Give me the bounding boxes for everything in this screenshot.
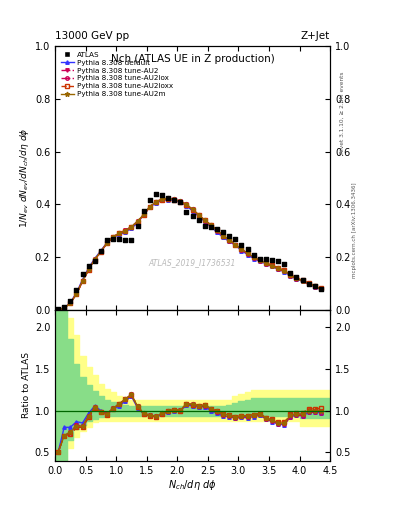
Point bbox=[189, 212, 196, 220]
Point bbox=[159, 191, 165, 199]
Point bbox=[116, 234, 122, 243]
Legend: ATLAS, Pythia 8.308 default, Pythia 8.308 tune-AU2, Pythia 8.308 tune-AU2lox, Py: ATLAS, Pythia 8.308 default, Pythia 8.30… bbox=[59, 50, 176, 99]
Point bbox=[128, 236, 134, 244]
Point bbox=[269, 256, 275, 264]
Point bbox=[232, 234, 239, 243]
Text: Nch (ATLAS UE in Z production): Nch (ATLAS UE in Z production) bbox=[111, 54, 274, 64]
Text: Rivet 3.1.10, ≥ 2.8M events: Rivet 3.1.10, ≥ 2.8M events bbox=[340, 71, 345, 154]
Point bbox=[165, 194, 171, 202]
Point bbox=[196, 216, 202, 224]
Point bbox=[73, 286, 79, 294]
Point bbox=[183, 208, 189, 217]
Point bbox=[318, 285, 324, 293]
X-axis label: $N_{ch}/d\eta\ d\phi$: $N_{ch}/d\eta\ d\phi$ bbox=[168, 478, 217, 493]
Point bbox=[177, 198, 184, 206]
Point bbox=[306, 280, 312, 288]
Point bbox=[238, 241, 244, 249]
Point bbox=[147, 197, 153, 205]
Text: mcplots.cern.ch [arXiv:1306.3436]: mcplots.cern.ch [arXiv:1306.3436] bbox=[352, 183, 357, 278]
Point bbox=[67, 296, 73, 305]
Point bbox=[55, 305, 61, 313]
Point bbox=[92, 257, 98, 265]
Y-axis label: Ratio to ATLAS: Ratio to ATLAS bbox=[22, 352, 31, 418]
Point bbox=[141, 207, 147, 215]
Point bbox=[98, 246, 104, 254]
Text: Z+Jet: Z+Jet bbox=[301, 31, 330, 41]
Point bbox=[86, 262, 92, 270]
Point bbox=[134, 222, 141, 230]
Y-axis label: $1/N_{ev}\ dN_{ev}/dN_{ch}/d\eta\ d\phi$: $1/N_{ev}\ dN_{ev}/dN_{ch}/d\eta\ d\phi$ bbox=[18, 128, 31, 228]
Point bbox=[61, 303, 67, 311]
Point bbox=[122, 236, 129, 244]
Point bbox=[208, 223, 214, 231]
Point bbox=[312, 282, 318, 290]
Point bbox=[293, 273, 299, 281]
Text: ATLAS_2019_I1736531: ATLAS_2019_I1736531 bbox=[149, 258, 236, 267]
Point bbox=[263, 254, 269, 263]
Point bbox=[153, 190, 159, 198]
Point bbox=[251, 250, 257, 259]
Point bbox=[214, 225, 220, 233]
Point bbox=[299, 275, 306, 284]
Point bbox=[79, 270, 86, 279]
Point bbox=[257, 254, 263, 263]
Point bbox=[104, 236, 110, 244]
Point bbox=[171, 197, 177, 205]
Point bbox=[220, 228, 226, 236]
Point bbox=[275, 257, 281, 265]
Text: 13000 GeV pp: 13000 GeV pp bbox=[55, 31, 129, 41]
Point bbox=[226, 232, 232, 240]
Point bbox=[202, 222, 208, 230]
Point bbox=[110, 234, 116, 243]
Point bbox=[281, 260, 287, 268]
Point bbox=[244, 245, 251, 253]
Point bbox=[287, 269, 294, 277]
